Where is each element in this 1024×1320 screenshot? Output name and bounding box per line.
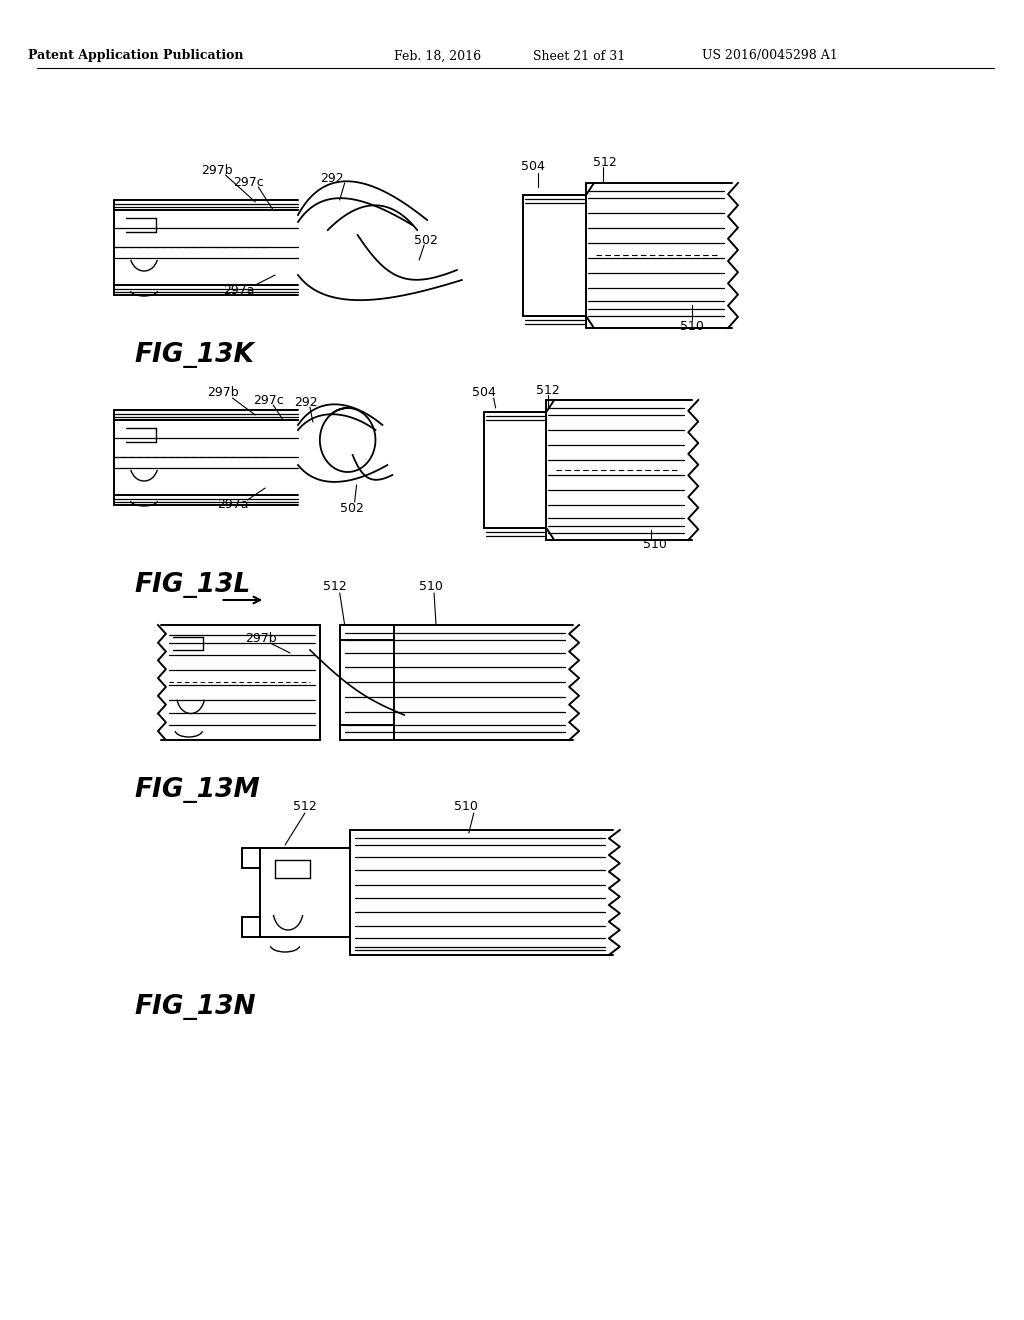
Text: FIG_13M: FIG_13M bbox=[134, 777, 260, 803]
Text: 512: 512 bbox=[593, 156, 616, 169]
Text: 297a: 297a bbox=[223, 284, 255, 297]
Text: 504: 504 bbox=[521, 161, 546, 173]
Text: US 2016/0045298 A1: US 2016/0045298 A1 bbox=[702, 49, 838, 62]
Text: 510: 510 bbox=[454, 800, 478, 813]
Text: 504: 504 bbox=[472, 387, 496, 400]
Text: 297c: 297c bbox=[253, 393, 284, 407]
Text: FIG_13L: FIG_13L bbox=[134, 572, 251, 598]
Text: Patent Application Publication: Patent Application Publication bbox=[29, 49, 244, 62]
Text: 297b: 297b bbox=[201, 164, 232, 177]
Text: 297b: 297b bbox=[208, 387, 240, 400]
Text: Feb. 18, 2016: Feb. 18, 2016 bbox=[394, 49, 481, 62]
Text: FIG_13N: FIG_13N bbox=[134, 994, 256, 1020]
Text: 510: 510 bbox=[680, 321, 705, 334]
Text: Sheet 21 of 31: Sheet 21 of 31 bbox=[534, 49, 626, 62]
Text: 512: 512 bbox=[323, 581, 346, 594]
Text: 297a: 297a bbox=[217, 499, 249, 511]
Text: 502: 502 bbox=[340, 502, 364, 515]
Text: 292: 292 bbox=[294, 396, 317, 408]
Text: 512: 512 bbox=[537, 384, 560, 396]
Text: 297c: 297c bbox=[233, 176, 264, 189]
Text: 297b: 297b bbox=[246, 631, 276, 644]
Text: FIG_13K: FIG_13K bbox=[134, 342, 254, 368]
Text: 512: 512 bbox=[293, 800, 316, 813]
Text: 502: 502 bbox=[414, 235, 438, 248]
Text: 510: 510 bbox=[643, 539, 667, 552]
Text: 292: 292 bbox=[319, 172, 343, 185]
Text: 510: 510 bbox=[419, 581, 443, 594]
